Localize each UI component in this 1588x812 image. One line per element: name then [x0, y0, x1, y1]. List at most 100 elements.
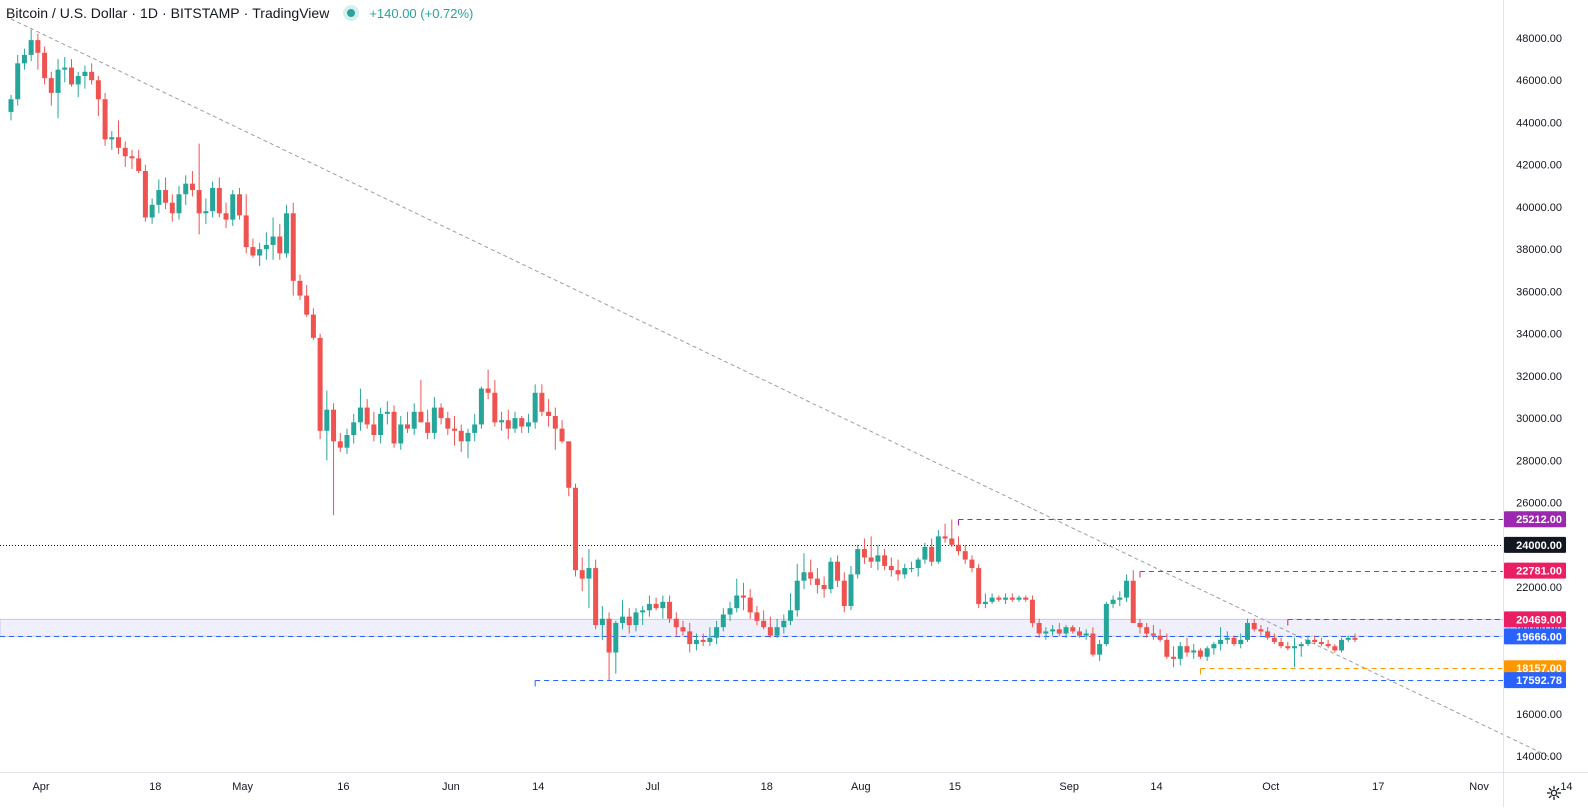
candle [1117, 591, 1123, 607]
candle [1171, 646, 1177, 668]
candle-body [324, 409, 330, 431]
price-tick-label: 48000.00 [1516, 33, 1562, 45]
candle [908, 561, 914, 573]
price-tick-label: 16000.00 [1516, 709, 1562, 721]
downtrend-line[interactable] [10, 18, 1557, 761]
candle-body [371, 424, 377, 436]
candle [1345, 635, 1351, 642]
candle-body [1345, 637, 1351, 640]
candle-body [8, 99, 14, 112]
candle [122, 141, 128, 167]
candle-body [976, 568, 982, 604]
candle-body [1090, 633, 1096, 655]
candle [841, 572, 847, 613]
candle [969, 555, 975, 573]
candle-body [915, 559, 921, 569]
candle-body [1157, 635, 1163, 640]
candle-body [559, 428, 565, 442]
candle-body [653, 603, 659, 609]
price-change: +140.00 (+0.72%) [369, 5, 474, 21]
candle [593, 559, 599, 630]
candle [1325, 639, 1331, 649]
candle [230, 190, 236, 226]
candle [956, 536, 962, 556]
candle [1251, 618, 1257, 632]
candle [48, 71, 54, 106]
time-tick-label: Nov [1469, 781, 1489, 793]
candle-body [1211, 644, 1217, 649]
candle-body [855, 549, 861, 575]
candle [1258, 625, 1264, 636]
candle [579, 557, 585, 592]
candle [431, 397, 437, 440]
candle [586, 549, 592, 609]
price-badge[interactable]: 25212.00 [1504, 511, 1566, 528]
price-tick-label: 40000.00 [1516, 202, 1562, 214]
price-badge[interactable]: 17592.78 [1504, 672, 1566, 689]
candle [680, 620, 686, 636]
candle [1050, 625, 1056, 636]
price-tick-label: 30000.00 [1516, 413, 1562, 425]
candle-body [956, 544, 962, 552]
candle [1312, 635, 1318, 645]
price-badge-bg [1504, 628, 1566, 645]
candle-body [1177, 646, 1183, 659]
time-tick-label: 18 [149, 781, 161, 793]
candle [835, 555, 841, 588]
candle [828, 557, 834, 594]
candle-body [680, 627, 686, 632]
candle [559, 420, 565, 444]
candle-body [1184, 646, 1190, 653]
candle [189, 171, 195, 197]
candle-body [1029, 599, 1035, 623]
candle-body [122, 147, 128, 157]
candle-body [633, 612, 639, 626]
price-badge[interactable]: 19666.00 [1504, 628, 1566, 645]
candles [8, 29, 1358, 680]
price-tick-label: 22000.00 [1516, 582, 1562, 594]
candle [613, 620, 619, 674]
interval-label[interactable]: 1D [140, 5, 158, 21]
candle-body [660, 601, 666, 609]
price-badge[interactable]: 20469.00 [1504, 611, 1566, 628]
candle-body [1204, 648, 1210, 657]
candle [552, 407, 558, 450]
candle-body [1016, 597, 1022, 600]
price-badge-label: 24000.00 [1516, 540, 1562, 552]
candle-body [431, 407, 437, 433]
candle-body [236, 194, 242, 216]
candle-body [304, 295, 310, 315]
symbol-title[interactable]: Bitcoin / U.S. Dollar [6, 5, 128, 21]
price-badge[interactable]: 24000.00 [1504, 536, 1566, 553]
time-tick-label: May [232, 781, 253, 793]
candle [922, 542, 928, 564]
candle-body [1265, 631, 1271, 638]
horizontal-levels [0, 519, 1503, 687]
candle [42, 46, 48, 85]
candle [1305, 635, 1311, 647]
candle-body [593, 568, 599, 626]
candle-body [788, 610, 794, 621]
gear-icon[interactable] [1546, 785, 1562, 801]
candle [1029, 595, 1035, 628]
candle [183, 175, 189, 205]
price-tick-label: 32000.00 [1516, 371, 1562, 383]
candle-body [996, 597, 1002, 600]
candle [821, 576, 827, 598]
candle-body [646, 603, 652, 611]
candle-body [1056, 629, 1062, 634]
candle-body [929, 546, 935, 562]
candle [808, 559, 814, 585]
candle-body [1043, 631, 1049, 634]
price-badge[interactable]: 22781.00 [1504, 562, 1566, 579]
candle [687, 622, 693, 653]
candle [861, 538, 867, 564]
candle [371, 411, 377, 442]
candle-body [351, 422, 357, 436]
candle [404, 411, 410, 433]
candle [445, 411, 451, 436]
candle-body [1124, 580, 1130, 598]
candle-body [572, 487, 578, 571]
